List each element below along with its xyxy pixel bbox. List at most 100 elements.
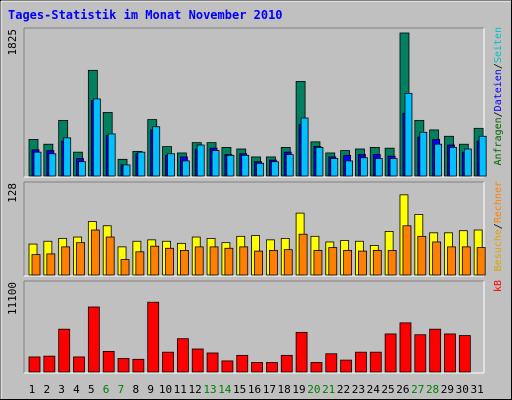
legend-entry: / (493, 223, 504, 229)
bar-seiten-day-9 (152, 126, 161, 177)
bar-kb-day-8 (132, 358, 145, 373)
legend-bottom: kB (493, 280, 504, 292)
bar-seiten-day-23 (360, 157, 368, 177)
x-tick-label-day-12: 12 (189, 383, 202, 396)
bar-seiten-day-20 (315, 146, 324, 177)
x-tick-label-day-11: 11 (174, 383, 187, 396)
bar-rechner-day-14 (224, 247, 234, 276)
bar-rechner-day-22 (343, 249, 353, 276)
bar-kb-day-26 (399, 322, 412, 373)
bar-seiten-day-21 (330, 158, 339, 177)
bar-rechner-day-15 (239, 246, 249, 276)
bar-kb-day-28 (429, 328, 442, 373)
x-tick-label-day-23: 23 (352, 383, 365, 396)
series-seiten (33, 92, 487, 177)
bar-kb-day-24 (369, 351, 382, 373)
legend-top: Anfragen/Dateien/Seiten (493, 27, 504, 166)
bar-kb-day-4 (73, 356, 85, 373)
bar-rechner-day-27 (417, 235, 427, 276)
bar-seiten-day-7 (122, 164, 131, 177)
bar-rechner-day-8 (135, 251, 145, 276)
x-tick-label-day-19: 19 (292, 383, 305, 396)
bar-rechner-day-9 (150, 245, 160, 276)
bar-seiten-day-4 (78, 161, 86, 177)
bar-rechner-day-6 (105, 236, 115, 276)
bar-kb-day-20 (310, 362, 323, 373)
bar-seiten-day-1 (33, 151, 42, 177)
legend-entry: Dateien (493, 69, 504, 111)
bar-rechner-day-29 (447, 246, 456, 276)
x-tick-label-day-17: 17 (263, 383, 276, 396)
bar-seiten-day-16 (256, 162, 264, 177)
bar-kb-day-2 (43, 355, 56, 373)
legend-entry: / (493, 63, 504, 69)
bar-kb-day-21 (325, 353, 338, 373)
chart-panels: 1825 Anfragen/Dateien/Seiten 128Besuche/Re… (6, 27, 504, 374)
bar-kb-day-14 (221, 360, 234, 373)
x-tick-label-day-2: 2 (43, 383, 50, 396)
bar-rechner-day-17 (269, 249, 278, 276)
bar-rechner-day-25 (387, 249, 397, 276)
x-tick-label-day-14: 14 (218, 383, 232, 396)
bar-kb-day-23 (355, 351, 367, 373)
x-tick-label-day-4: 4 (73, 383, 80, 396)
x-tick-label-day-26: 26 (396, 383, 409, 396)
bar-kb-day-11 (176, 338, 189, 373)
bar-seiten-day-17 (271, 161, 279, 177)
bar-seiten-day-31 (478, 135, 487, 177)
bar-seiten-day-2 (48, 153, 57, 177)
x-tick-label-day-5: 5 (88, 383, 95, 396)
bar-seiten-day-5 (92, 98, 101, 177)
bar-rechner-day-5 (90, 229, 100, 276)
bar-kb-day-13 (206, 352, 219, 373)
bar-rechner-day-13 (209, 246, 219, 276)
bar-rechner-day-10 (165, 247, 174, 276)
bar-seiten-day-11 (181, 160, 190, 177)
bar-kb-day-15 (236, 354, 249, 373)
y-axis-max-label: 1825 (6, 29, 19, 56)
x-tick-label-day-3: 3 (58, 383, 65, 396)
bar-seiten-day-8 (137, 151, 146, 177)
bar-seiten-day-19 (300, 117, 309, 177)
bar-seiten-day-12 (196, 144, 205, 177)
bar-rechner-day-7 (120, 259, 130, 276)
bar-seiten-day-3 (63, 137, 72, 177)
bar-rechner-day-19 (298, 233, 308, 276)
bar-kb-day-27 (414, 334, 427, 373)
bar-seiten-day-29 (449, 146, 457, 177)
panel-middle: 128 Besuche/Rechner (6, 181, 504, 277)
x-tick-label-day-10: 10 (159, 383, 172, 396)
x-tick-label-day-22: 22 (337, 383, 350, 396)
series-kb (28, 301, 471, 373)
bar-rechner-day-4 (76, 242, 85, 276)
legend-entry: Besuche (493, 229, 504, 271)
bar-rechner-day-30 (461, 246, 471, 276)
bar-seiten-day-10 (167, 153, 175, 177)
x-axis-tick-labels: 1 2 3 4 5 6 7 8 9 10 11 12 13 14 15 16 17 18 19 20 21 22 23 24 2… (29, 383, 484, 396)
bar-seiten-day-30 (463, 148, 472, 177)
x-tick-label-day-29: 29 (441, 383, 454, 396)
bar-kb-day-30 (458, 335, 471, 373)
bar-rechner-day-2 (46, 253, 56, 276)
bar-kb-day-7 (117, 358, 130, 373)
bar-rechner-day-1 (31, 254, 41, 276)
x-tick-label-day-24: 24 (367, 383, 381, 396)
bar-rechner-day-3 (61, 246, 71, 276)
bar-rechner-day-12 (194, 246, 204, 276)
bar-seiten-day-25 (389, 158, 398, 177)
x-tick-label-day-27: 27 (411, 383, 424, 396)
x-tick-label-day-28: 28 (426, 383, 439, 396)
bar-seiten-day-6 (107, 133, 116, 177)
bar-rechner-day-16 (254, 250, 263, 276)
bar-seiten-day-28 (434, 143, 443, 177)
bar-kb-day-25 (384, 333, 397, 373)
bar-kb-day-22 (340, 359, 353, 373)
bar-kb-day-16 (251, 362, 263, 373)
bar-seiten-day-18 (285, 154, 294, 177)
bar-seiten-day-27 (419, 131, 428, 177)
bar-seiten-day-22 (345, 160, 354, 177)
x-tick-label-day-1: 1 (29, 383, 36, 396)
x-tick-label-day-15: 15 (233, 383, 246, 396)
bar-kb-day-29 (444, 333, 456, 373)
legend-entry: Seiten (493, 27, 504, 63)
